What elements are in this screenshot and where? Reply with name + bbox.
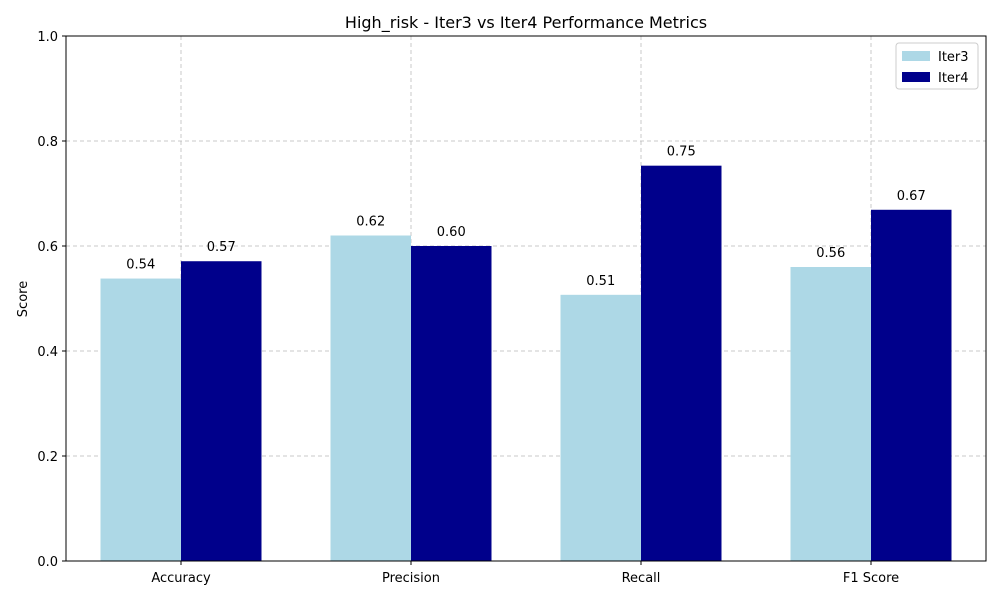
legend-label: Iter3 <box>938 50 969 65</box>
bar-value-label: 0.67 <box>897 189 926 204</box>
bar-iter3-f1-score <box>790 267 871 561</box>
bar-value-label: 0.54 <box>126 258 155 273</box>
bar-value-label: 0.62 <box>356 215 385 230</box>
y-tick-label: 1.0 <box>37 30 58 45</box>
bar-iter3-precision <box>330 235 411 561</box>
bar-iter4-f1-score <box>871 209 952 561</box>
bar-iter3-recall <box>560 294 641 561</box>
x-tick-label: Recall <box>622 571 661 586</box>
bar-value-label: 0.75 <box>667 145 696 160</box>
legend-swatch <box>902 51 930 61</box>
legend: Iter3 Iter4 <box>895 42 979 90</box>
axis-ticks: 0.0 0.2 0.4 0.6 0.8 1.0 Accuracy Precision Recal… <box>37 30 899 586</box>
x-tick-label: Accuracy <box>151 571 211 586</box>
data-labels: 0.54 0.62 0.51 0.56 0.57 0.60 0.75 0.67 <box>126 145 925 289</box>
x-tick-label: F1 Score <box>843 571 899 586</box>
y-tick-label: 0.8 <box>37 135 58 150</box>
y-tick-label: 0.2 <box>37 450 58 465</box>
bar-iter4-recall <box>641 165 722 562</box>
x-tick-label: Precision <box>382 571 440 586</box>
chart-title: High_risk - Iter3 vs Iter4 Performance M… <box>345 13 707 33</box>
plot-frame <box>65 35 987 562</box>
legend-label: Iter4 <box>938 71 969 86</box>
bars <box>100 165 952 562</box>
legend-swatch <box>902 72 930 82</box>
bar-value-label: 0.57 <box>207 240 236 255</box>
bar-iter4-accuracy <box>181 261 262 561</box>
bar-value-label: 0.60 <box>437 225 466 240</box>
y-tick-label: 0.0 <box>37 555 58 570</box>
bar-value-label: 0.56 <box>816 246 845 261</box>
bar-iter3-accuracy <box>100 278 181 561</box>
y-tick-label: 0.6 <box>37 240 58 255</box>
y-tick-label: 0.4 <box>37 345 58 360</box>
y-axis-label: Score <box>16 281 31 317</box>
bar-value-label: 0.51 <box>586 274 615 289</box>
bar-iter4-precision <box>411 246 492 561</box>
